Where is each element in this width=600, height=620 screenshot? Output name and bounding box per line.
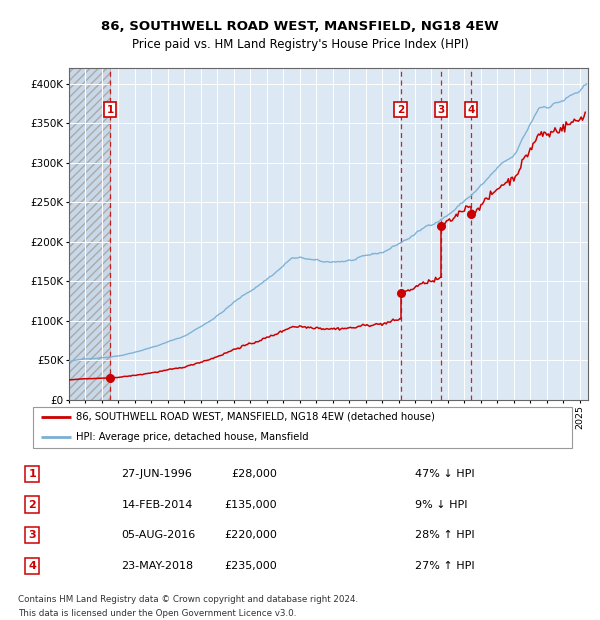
Text: 1: 1	[28, 469, 36, 479]
Text: 4: 4	[28, 561, 36, 571]
Text: £235,000: £235,000	[224, 561, 277, 571]
Text: 47% ↓ HPI: 47% ↓ HPI	[415, 469, 475, 479]
Text: 1: 1	[106, 105, 113, 115]
Text: £28,000: £28,000	[231, 469, 277, 479]
Text: 2: 2	[28, 500, 36, 510]
Text: 4: 4	[467, 105, 475, 115]
Text: £135,000: £135,000	[224, 500, 277, 510]
Text: Price paid vs. HM Land Registry's House Price Index (HPI): Price paid vs. HM Land Registry's House …	[131, 38, 469, 51]
Text: 27-JUN-1996: 27-JUN-1996	[121, 469, 193, 479]
Text: 27% ↑ HPI: 27% ↑ HPI	[415, 561, 475, 571]
Text: This data is licensed under the Open Government Licence v3.0.: This data is licensed under the Open Gov…	[18, 609, 296, 618]
FancyBboxPatch shape	[33, 407, 572, 448]
Text: 05-AUG-2016: 05-AUG-2016	[121, 530, 196, 540]
Text: 14-FEB-2014: 14-FEB-2014	[121, 500, 193, 510]
Text: 9% ↓ HPI: 9% ↓ HPI	[415, 500, 468, 510]
Text: Contains HM Land Registry data © Crown copyright and database right 2024.: Contains HM Land Registry data © Crown c…	[18, 595, 358, 604]
Text: 86, SOUTHWELL ROAD WEST, MANSFIELD, NG18 4EW: 86, SOUTHWELL ROAD WEST, MANSFIELD, NG18…	[101, 20, 499, 32]
Text: 86, SOUTHWELL ROAD WEST, MANSFIELD, NG18 4EW (detached house): 86, SOUTHWELL ROAD WEST, MANSFIELD, NG18…	[76, 412, 435, 422]
Text: 2: 2	[397, 105, 404, 115]
Text: £220,000: £220,000	[224, 530, 277, 540]
Text: 23-MAY-2018: 23-MAY-2018	[121, 561, 194, 571]
Text: HPI: Average price, detached house, Mansfield: HPI: Average price, detached house, Mans…	[76, 432, 309, 443]
Text: 3: 3	[28, 530, 36, 540]
Text: 3: 3	[437, 105, 445, 115]
Text: 28% ↑ HPI: 28% ↑ HPI	[415, 530, 475, 540]
Bar	[69, 68, 110, 400]
